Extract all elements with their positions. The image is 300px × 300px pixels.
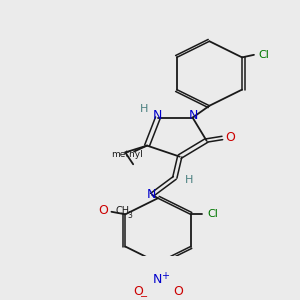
Text: N: N (153, 273, 163, 286)
Text: O: O (225, 131, 235, 145)
Text: H: H (184, 175, 193, 184)
Text: N: N (146, 188, 156, 201)
Text: N: N (153, 110, 163, 122)
Text: 3: 3 (127, 211, 132, 220)
Text: methyl: methyl (111, 150, 143, 159)
Text: O: O (133, 285, 143, 298)
Text: −: − (140, 292, 148, 300)
Text: O: O (99, 204, 109, 218)
Text: +: + (161, 271, 169, 281)
Text: Cl: Cl (258, 50, 269, 60)
Text: Cl: Cl (207, 209, 218, 219)
Text: CH: CH (116, 206, 130, 216)
Text: O: O (173, 285, 183, 298)
Text: H: H (140, 104, 148, 114)
Text: N: N (189, 110, 198, 122)
